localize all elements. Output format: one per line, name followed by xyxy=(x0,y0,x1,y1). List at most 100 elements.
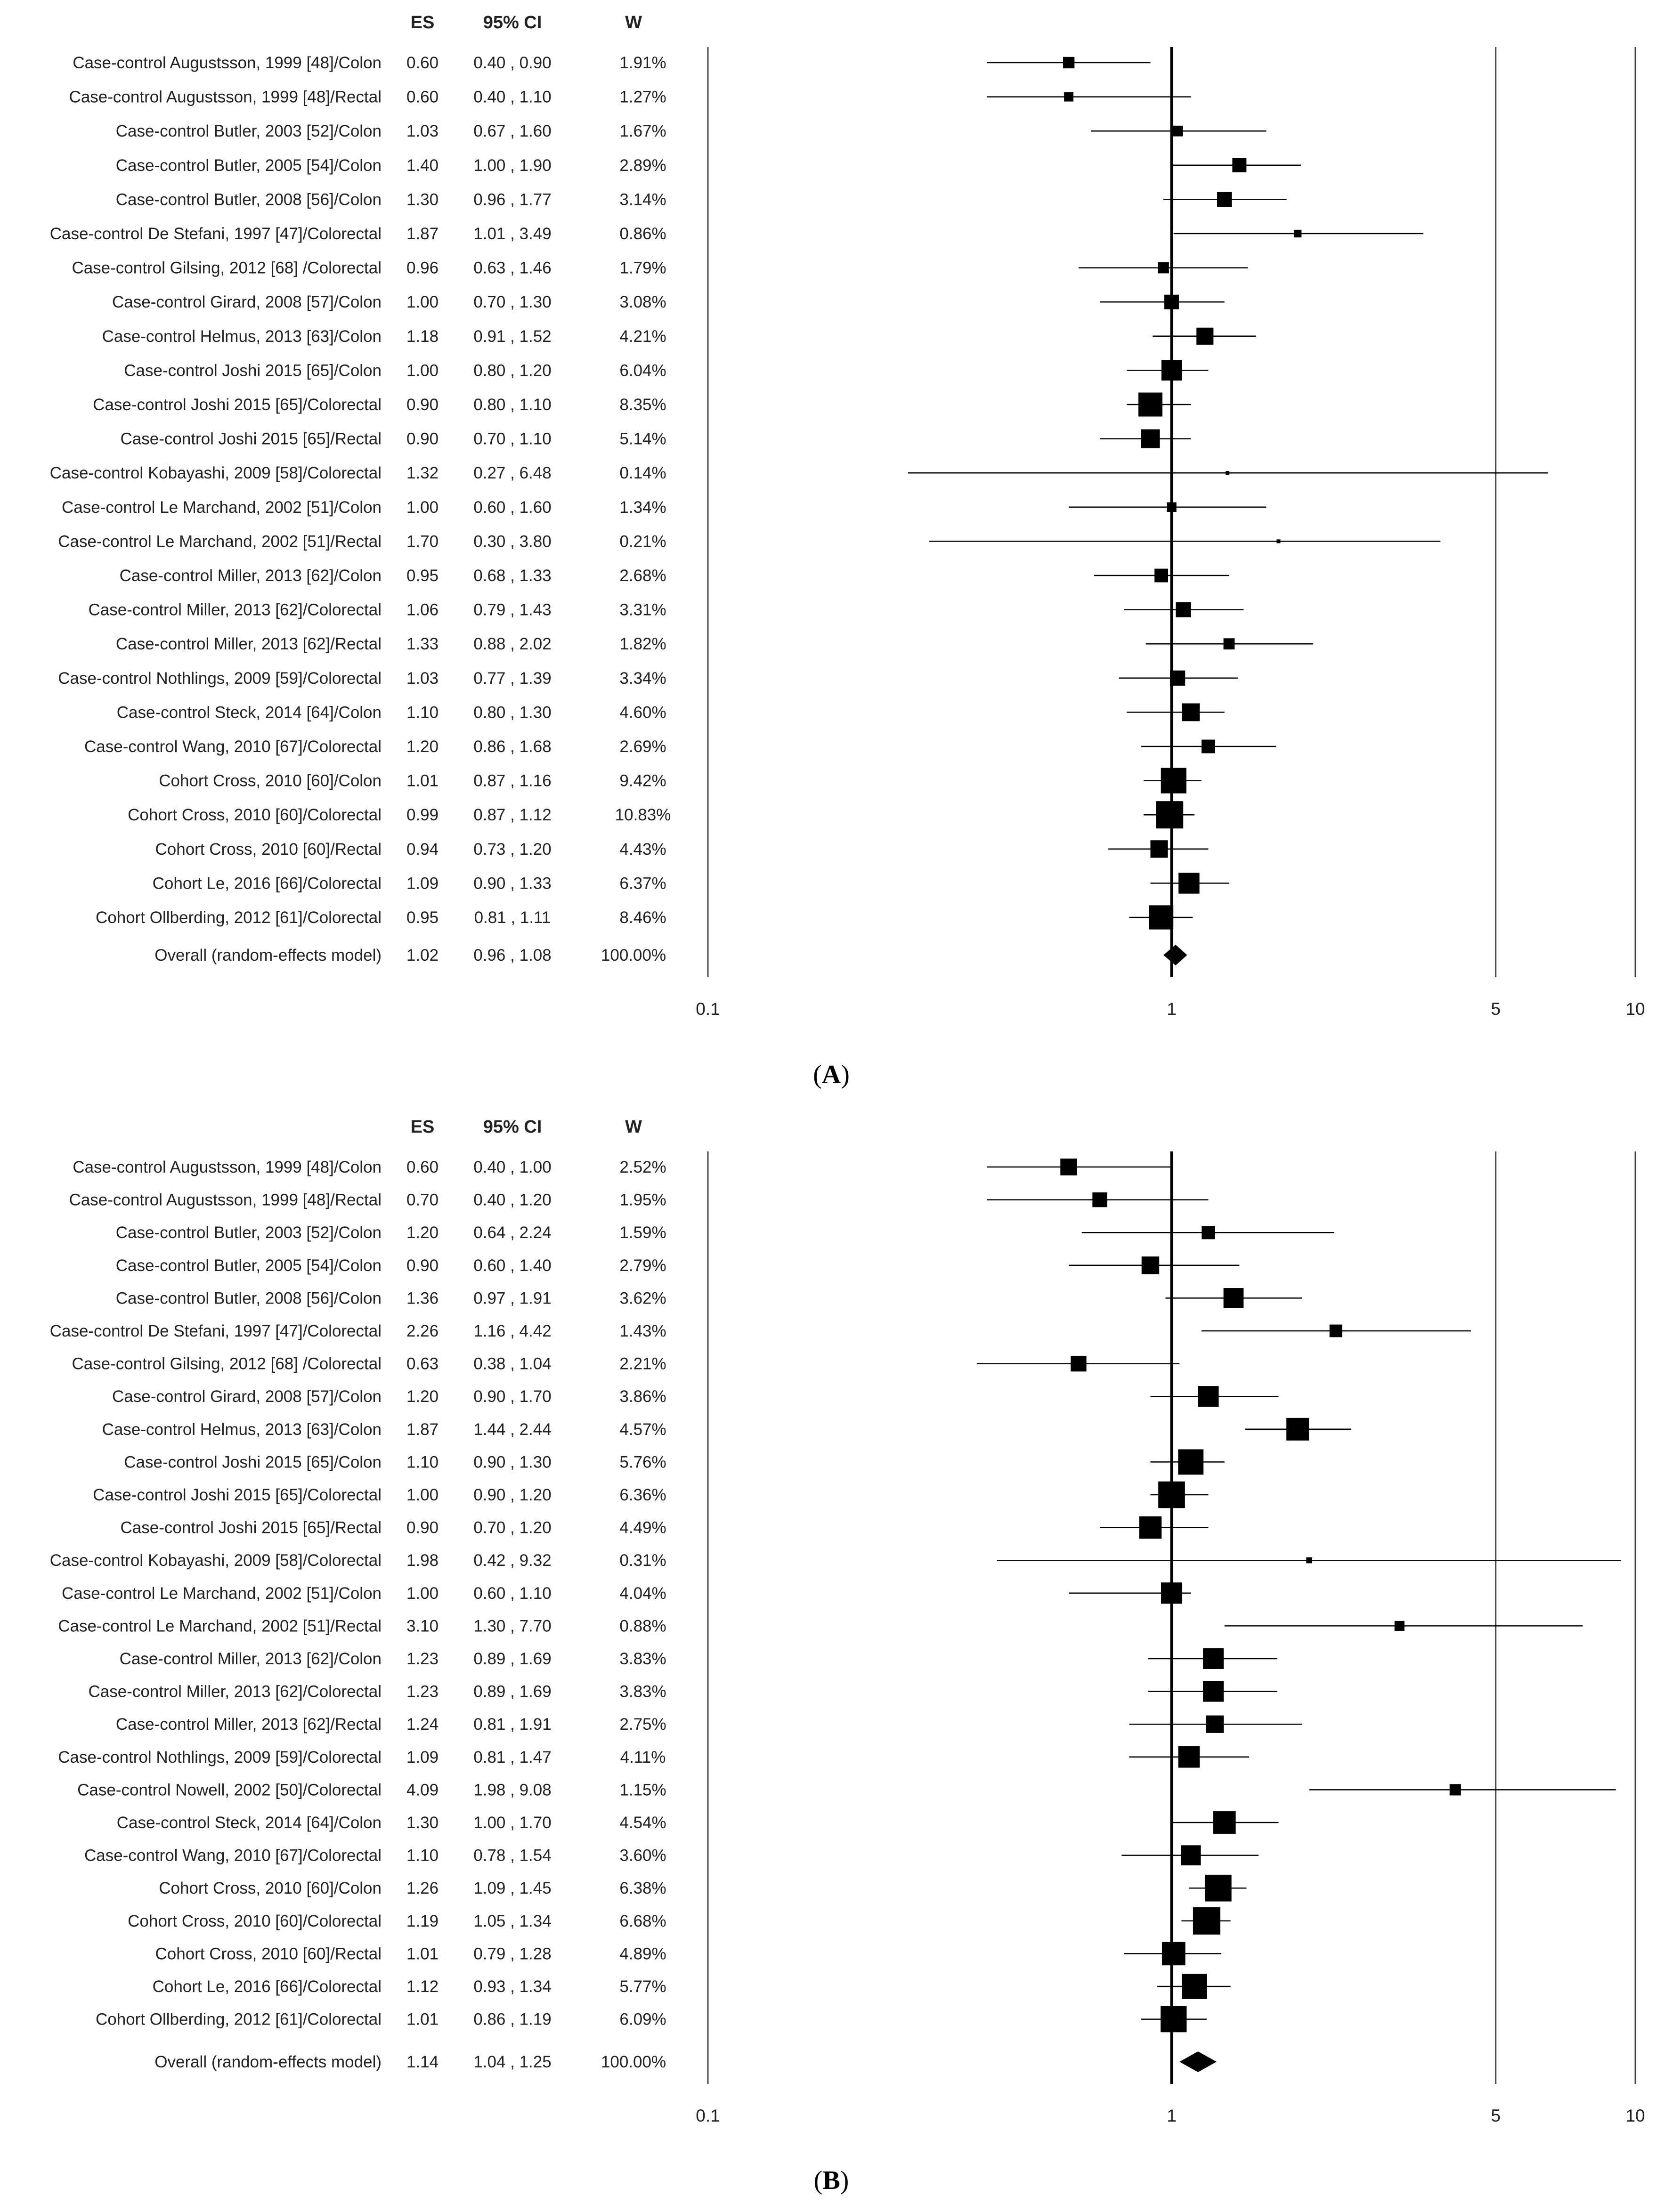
panel-a-study-es: 1.00 xyxy=(406,293,439,311)
panel-a-study-label: Case-control Miller, 2013 [62]/Rectal xyxy=(116,635,382,653)
panel-a-study-label: Case-control Joshi 2015 [65]/Colorectal xyxy=(93,396,382,414)
panel-b-study-es: 4.09 xyxy=(406,1781,439,1799)
panel-a-study-label: Case-control Butler, 2003 [52]/Colon xyxy=(116,122,382,140)
panel-a-study-weight: 8.35% xyxy=(619,396,666,414)
panel-a-study-weight: 9.42% xyxy=(619,772,666,790)
panel-b-point-estimate-box xyxy=(1060,1159,1077,1175)
panel-b-study-es: 1.01 xyxy=(406,2010,439,2029)
panel-a-study-ci: 0.60 , 1.60 xyxy=(473,498,551,517)
panel-a-study-label: Case-control Joshi 2015 [65]/Colon xyxy=(124,361,382,380)
panel-b-study-ci: 0.70 , 1.20 xyxy=(473,1519,551,1537)
panel-b-point-estimate-box xyxy=(1182,1974,1207,1999)
panel-a-study-label: Case-control Nothlings, 2009 [59]/Colore… xyxy=(58,669,382,688)
panel-a-study-ci: 0.81 , 1.11 xyxy=(474,908,551,927)
panel-a-study-es: 1.00 xyxy=(406,498,439,517)
panel-b-study-ci: 1.05 , 1.34 xyxy=(473,1912,551,1930)
panel-b-study-label: Case-control Miller, 2013 [62]/Rectal xyxy=(116,1715,382,1734)
panel-a-study-es: 1.06 xyxy=(406,601,439,619)
panel-b-study-weight: 5.76% xyxy=(619,1453,666,1471)
panel-b-study-weight: 1.15% xyxy=(619,1781,666,1799)
panel-a-study-ci: 0.79 , 1.43 xyxy=(473,601,551,619)
panel-a-study-weight: 2.69% xyxy=(619,737,666,756)
panel-b-study-weight: 4.04% xyxy=(619,1584,666,1603)
panel-b-study-label: Cohort Cross, 2010 [60]/Colorectal xyxy=(128,1912,382,1930)
panel-b-study-es: 1.01 xyxy=(406,1945,439,1963)
panel-b-study-weight: 4.89% xyxy=(619,1945,666,1963)
panel-a-study-label: Case-control Helmus, 2013 [63]/Colon xyxy=(102,327,382,346)
panel-a-study-label: Case-control Le Marchand, 2002 [51]/Rect… xyxy=(58,532,382,551)
panel-a-point-estimate-box xyxy=(1232,158,1247,172)
panel-a-header-ci: 95% CI xyxy=(483,13,542,32)
panel-a-point-estimate-box xyxy=(1154,568,1168,583)
panel-b-study-es: 0.63 xyxy=(406,1355,439,1373)
panel-b-study-label: Case-control Gilsing, 2012 [68] /Colorec… xyxy=(72,1355,382,1373)
panel-b-study-ci: 0.97 , 1.91 xyxy=(473,1289,551,1307)
panel-a-study-weight: 2.68% xyxy=(619,567,666,585)
panel-a-study-label: Case-control Miller, 2013 [62]/Colon xyxy=(120,567,382,585)
panel-a-study-weight: 5.14% xyxy=(619,430,666,448)
panel-a-study-label: Case-control Gilsing, 2012 [68] /Colorec… xyxy=(72,259,382,277)
panel-b-point-estimate-box xyxy=(1394,1621,1405,1631)
panel-a-study-label: Cohort Cross, 2010 [60]/Colorectal xyxy=(128,806,382,824)
panel-a-study-ci: 0.40 , 1.10 xyxy=(473,88,551,106)
panel-a-study-weight: 4.60% xyxy=(619,703,666,721)
panel-b-study-weight: 2.52% xyxy=(619,1158,666,1176)
panel-a-caption-label: (A) xyxy=(813,1060,850,1089)
panel-b-study-label: Case-control Le Marchand, 2002 [51]/Rect… xyxy=(58,1617,382,1635)
panel-a-study-ci: 0.91 , 1.52 xyxy=(473,327,551,346)
panel-b-study-weight: 6.36% xyxy=(619,1486,666,1504)
panel-b-point-estimate-box xyxy=(1071,1355,1087,1372)
panel-b-study-ci: 0.79 , 1.28 xyxy=(473,1945,551,1963)
panel-a-point-estimate-box xyxy=(1158,262,1169,274)
panel-a-study-es: 0.94 xyxy=(406,840,439,859)
panel-a-study-ci: 0.70 , 1.30 xyxy=(473,293,551,311)
panel-b-study-es: 3.10 xyxy=(406,1617,439,1635)
panel-a-study-es: 1.18 xyxy=(406,327,439,346)
panel-b-study-es: 1.98 xyxy=(406,1551,439,1570)
panel-b-study-ci: 0.90 , 1.20 xyxy=(473,1486,551,1504)
panel-a-point-estimate-box xyxy=(1226,471,1230,475)
panel-a-header-w: W xyxy=(625,13,642,32)
panel-b-study-label: Case-control Kobayashi, 2009 [58]/Colore… xyxy=(50,1551,382,1570)
panel-b-study-weight: 4.57% xyxy=(619,1420,666,1439)
panel-b-study-ci: 1.44 , 2.44 xyxy=(473,1420,551,1439)
panel-a-point-estimate-box xyxy=(1138,392,1162,417)
panel-b-study-label: Case-control Joshi 2015 [65]/Colorectal xyxy=(93,1486,382,1504)
panel-a-overall-ci: 0.96 , 1.08 xyxy=(473,946,551,964)
panel-b-study-es: 1.09 xyxy=(406,1748,439,1766)
panel-b-study-label: Case-control Le Marchand, 2002 [51]/Colo… xyxy=(62,1584,382,1603)
panel-a-study-es: 1.87 xyxy=(406,225,439,243)
panel-a-study-ci: 0.73 , 1.20 xyxy=(473,840,551,859)
panel-a-study-label: Case-control Joshi 2015 [65]/Rectal xyxy=(121,430,382,448)
panel-a-study-ci: 0.70 , 1.10 xyxy=(473,430,551,448)
panel-a-study-ci: 0.87 , 1.16 xyxy=(473,772,551,790)
panel-a-study-ci: 0.87 , 1.12 xyxy=(473,806,551,824)
panel-b-study-weight: 2.21% xyxy=(619,1355,666,1373)
panel-b-study-es: 1.10 xyxy=(406,1847,439,1865)
panel-a-overall-diamond xyxy=(1163,945,1187,965)
panel-b-point-estimate-box xyxy=(1306,1557,1312,1564)
panel-a-study-weight: 1.82% xyxy=(619,635,666,653)
panel-b-study-ci: 0.89 , 1.69 xyxy=(473,1650,551,1668)
panel-b-study-ci: 1.30 , 7.70 xyxy=(473,1617,551,1635)
panel-a-study-es: 1.09 xyxy=(406,874,439,892)
panel-a-study-label: Cohort Cross, 2010 [60]/Colon xyxy=(159,772,382,790)
panel-b-study-weight: 6.38% xyxy=(619,1879,666,1897)
panel-b-study-ci: 0.89 , 1.69 xyxy=(473,1683,551,1701)
panel-a-study-weight: 3.14% xyxy=(619,190,666,209)
panel-a-study-weight: 3.34% xyxy=(619,669,666,688)
panel-b-point-estimate-box xyxy=(1161,2006,1187,2033)
panel-a-point-estimate-box xyxy=(1063,57,1075,69)
panel-b-point-estimate-box xyxy=(1178,1746,1200,1768)
panel-b-point-estimate-box xyxy=(1139,1516,1162,1539)
panel-a-point-estimate-box xyxy=(1202,739,1215,754)
panel-b-study-weight: 0.31% xyxy=(619,1551,666,1570)
panel-a-point-estimate-box xyxy=(1161,768,1186,794)
panel-b-study-label: Case-control Girard, 2008 [57]/Colon xyxy=(112,1387,382,1406)
panel-b-point-estimate-box xyxy=(1161,1942,1186,1966)
panel-a-study-ci: 0.90 , 1.33 xyxy=(473,874,551,892)
panel-a-study-ci: 0.67 , 1.60 xyxy=(473,122,551,140)
panel-b-point-estimate-box xyxy=(1203,1681,1224,1702)
panel-a-study-es: 1.20 xyxy=(406,737,439,756)
panel-b-study-weight: 0.88% xyxy=(619,1617,666,1635)
